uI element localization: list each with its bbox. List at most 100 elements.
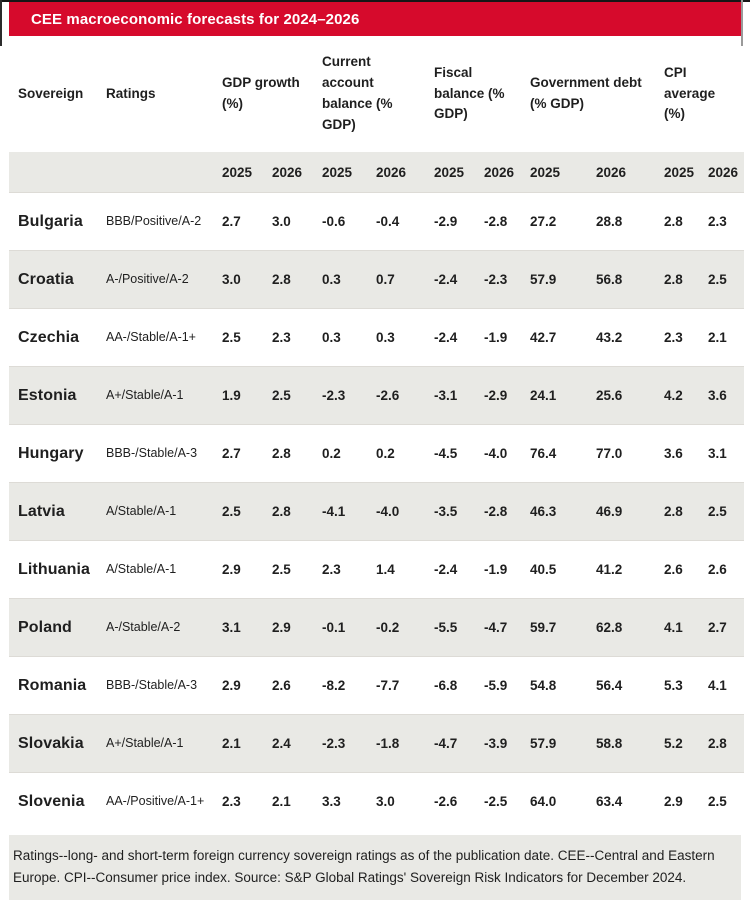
value-cell: -2.4: [425, 308, 476, 367]
window-left-edge: [0, 0, 2, 46]
value-cell: -5.9: [475, 656, 522, 715]
value-cell: 2.8: [655, 192, 700, 251]
table-row: Slovenia AA-/Positive/A-1+ 2.3 2.1 3.3 3.0 -2.…: [9, 772, 745, 830]
value-cell: 0.2: [313, 424, 367, 483]
table-row: Poland A-/Stable/A-2 3.1 2.9 -0.1 -0.2 -5.5 -4.…: [9, 598, 745, 657]
value-cell: 2.5: [213, 308, 263, 367]
value-cell: 3.6: [699, 366, 745, 425]
value-cell: -4.0: [367, 482, 426, 541]
value-cell: 4.1: [699, 656, 745, 715]
value-cell: 3.3: [313, 772, 367, 830]
rating-cell: A+/Stable/A-1: [97, 714, 213, 773]
table-row: Czechia AA-/Stable/A-1+ 2.5 2.3 0.3 0.3 -2.4 -1…: [9, 308, 745, 367]
value-cell: 2.4: [263, 714, 313, 773]
value-cell: 2.6: [699, 540, 745, 599]
value-cell: 2.8: [263, 482, 313, 541]
value-cell: 46.9: [587, 482, 656, 541]
column-header-ratings: Ratings: [97, 36, 213, 152]
value-cell: 46.3: [521, 482, 588, 541]
value-cell: -2.8: [475, 192, 522, 251]
sovereign-cell: Romania: [9, 656, 97, 715]
rating-cell: A-/Stable/A-2: [97, 598, 213, 657]
value-cell: 64.0: [521, 772, 588, 830]
year-header-cell: 2026: [367, 152, 426, 193]
rating-cell: AA-/Stable/A-1+: [97, 308, 213, 367]
rating-cell: A+/Stable/A-1: [97, 366, 213, 425]
sovereign-cell: Lithuania: [9, 540, 97, 599]
value-cell: 4.1: [655, 598, 700, 657]
table-row: Slovakia A+/Stable/A-1 2.1 2.4 -2.3 -1.8 -4.7-…: [9, 714, 745, 773]
value-cell: 58.8: [587, 714, 656, 773]
value-cell: 40.5: [521, 540, 588, 599]
value-cell: -3.5: [425, 482, 476, 541]
table-row: Bulgaria BBB/Positive/A-2 2.7 3.0 -0.6 -0.4 -2…: [9, 192, 745, 251]
sovereign-cell: Bulgaria: [9, 192, 97, 251]
value-cell: -5.5: [425, 598, 476, 657]
value-cell: 2.9: [263, 598, 313, 657]
value-cell: 2.7: [213, 192, 263, 251]
value-cell: -8.2: [313, 656, 367, 715]
value-cell: -2.5: [475, 772, 522, 830]
value-cell: 42.7: [521, 308, 588, 367]
value-cell: 2.1: [263, 772, 313, 830]
rating-cell: BBB/Positive/A-2: [97, 192, 213, 251]
value-cell: 2.3: [213, 772, 263, 830]
value-cell: 3.0: [263, 192, 313, 251]
value-cell: 2.1: [213, 714, 263, 773]
value-cell: 1.9: [213, 366, 263, 425]
value-cell: -1.9: [475, 540, 522, 599]
value-cell: 0.3: [313, 250, 367, 309]
value-cell: -2.9: [425, 192, 476, 251]
rating-cell: A-/Positive/A-2: [97, 250, 213, 309]
value-cell: 5.2: [655, 714, 700, 773]
table-row: Latvia A/Stable/A-1 2.5 2.8 -4.1 -4.0 -3.5 -2.8…: [9, 482, 745, 541]
value-cell: 2.3: [655, 308, 700, 367]
value-cell: -0.6: [313, 192, 367, 251]
value-cell: -2.3: [313, 366, 367, 425]
value-cell: 2.8: [263, 250, 313, 309]
forecast-table: Sovereign Ratings GDP growth (%) Current …: [9, 36, 745, 830]
value-cell: -7.7: [367, 656, 426, 715]
value-cell: 2.9: [213, 540, 263, 599]
value-cell: 2.8: [263, 424, 313, 483]
value-cell: 2.8: [699, 714, 745, 773]
value-cell: 2.9: [655, 772, 700, 830]
window-right-edge: [741, 0, 743, 46]
value-cell: -6.8: [425, 656, 476, 715]
value-cell: -4.7: [475, 598, 522, 657]
value-cell: -2.6: [425, 772, 476, 830]
sovereign-cell: Estonia: [9, 366, 97, 425]
table-row: Lithuania A/Stable/A-1 2.9 2.5 2.3 1.4 -2.4 -1.…: [9, 540, 745, 599]
table-row: Romania BBB-/Stable/A-3 2.9 2.6 -8.2 -7.7 -6.8…: [9, 656, 745, 715]
value-cell: 2.6: [263, 656, 313, 715]
table-container: CEE macroeconomic forecasts for 2024–202…: [9, 2, 745, 901]
value-cell: 5.3: [655, 656, 700, 715]
value-cell: 56.8: [587, 250, 656, 309]
value-cell: -3.9: [475, 714, 522, 773]
value-cell: -2.3: [313, 714, 367, 773]
value-cell: 77.0: [587, 424, 656, 483]
value-cell: 3.6: [655, 424, 700, 483]
sovereign-cell: Slovakia: [9, 714, 97, 773]
value-cell: 1.4: [367, 540, 426, 599]
value-cell: 57.9: [521, 250, 588, 309]
column-header-group: Fiscal balance (% GDP): [425, 36, 522, 152]
value-cell: 2.8: [655, 482, 700, 541]
value-cell: -2.8: [475, 482, 522, 541]
value-cell: 0.3: [367, 308, 426, 367]
value-cell: 3.1: [213, 598, 263, 657]
value-cell: 2.3: [313, 540, 367, 599]
year-header-cell: 2025: [425, 152, 476, 193]
value-cell: 28.8: [587, 192, 656, 251]
table-row: Croatia A-/Positive/A-2 3.0 2.8 0.3 0.7 -2.4 -2…: [9, 250, 745, 309]
value-cell: 2.5: [263, 540, 313, 599]
value-cell: -4.5: [425, 424, 476, 483]
value-cell: 0.2: [367, 424, 426, 483]
year-header-cell: 2025: [521, 152, 588, 193]
value-cell: 2.5: [213, 482, 263, 541]
value-cell: 3.1: [699, 424, 745, 483]
rating-cell: AA-/Positive/A-1+: [97, 772, 213, 830]
value-cell: -0.1: [313, 598, 367, 657]
column-header-row: Sovereign Ratings GDP growth (%) Current …: [9, 36, 745, 152]
